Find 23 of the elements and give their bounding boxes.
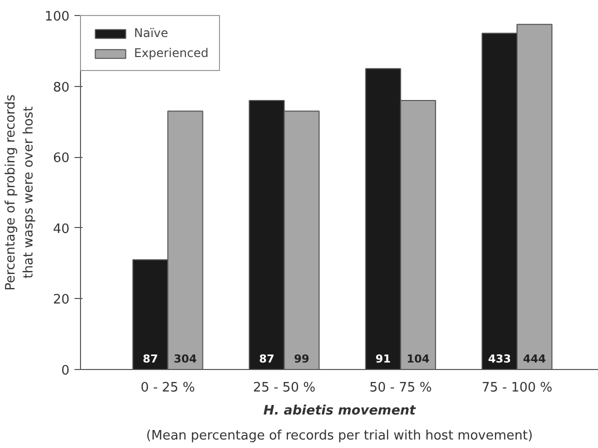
y-axis-title: Percentage of probing records that wasps were over host <box>4 94 37 290</box>
annotation: 433 <box>488 352 512 366</box>
annotation: 87 <box>259 352 274 366</box>
x-tick-label: 50 - 75 % <box>369 380 432 396</box>
annotation: 87 <box>142 352 158 366</box>
y-tick-label: 60 <box>52 151 70 166</box>
legend-label: Experienced <box>134 46 209 60</box>
x-tick-label: 25 - 50 % <box>252 380 316 396</box>
y-tick-label: 80 <box>52 80 70 96</box>
x-tick-label: 75 - 100 % <box>482 380 552 396</box>
annotation: 91 <box>376 352 391 366</box>
annotation: 104 <box>406 352 430 366</box>
y-tick-label: 40 <box>52 222 70 237</box>
annotation: 444 <box>522 352 546 366</box>
annotation: 304 <box>174 352 198 366</box>
y-tick-label: 100 <box>44 10 70 24</box>
y-tick-label: 0 <box>61 364 70 378</box>
text: (Mean percentage of records per trial with host movement) <box>146 428 533 444</box>
y-tick-label: 20 <box>52 292 70 308</box>
x-tick-label: 0 - 25 % <box>140 380 195 396</box>
x-axis-title: H. abietis movement <box>263 404 416 418</box>
annotation: 99 <box>294 352 310 366</box>
legend-label: Naïve <box>134 26 168 40</box>
